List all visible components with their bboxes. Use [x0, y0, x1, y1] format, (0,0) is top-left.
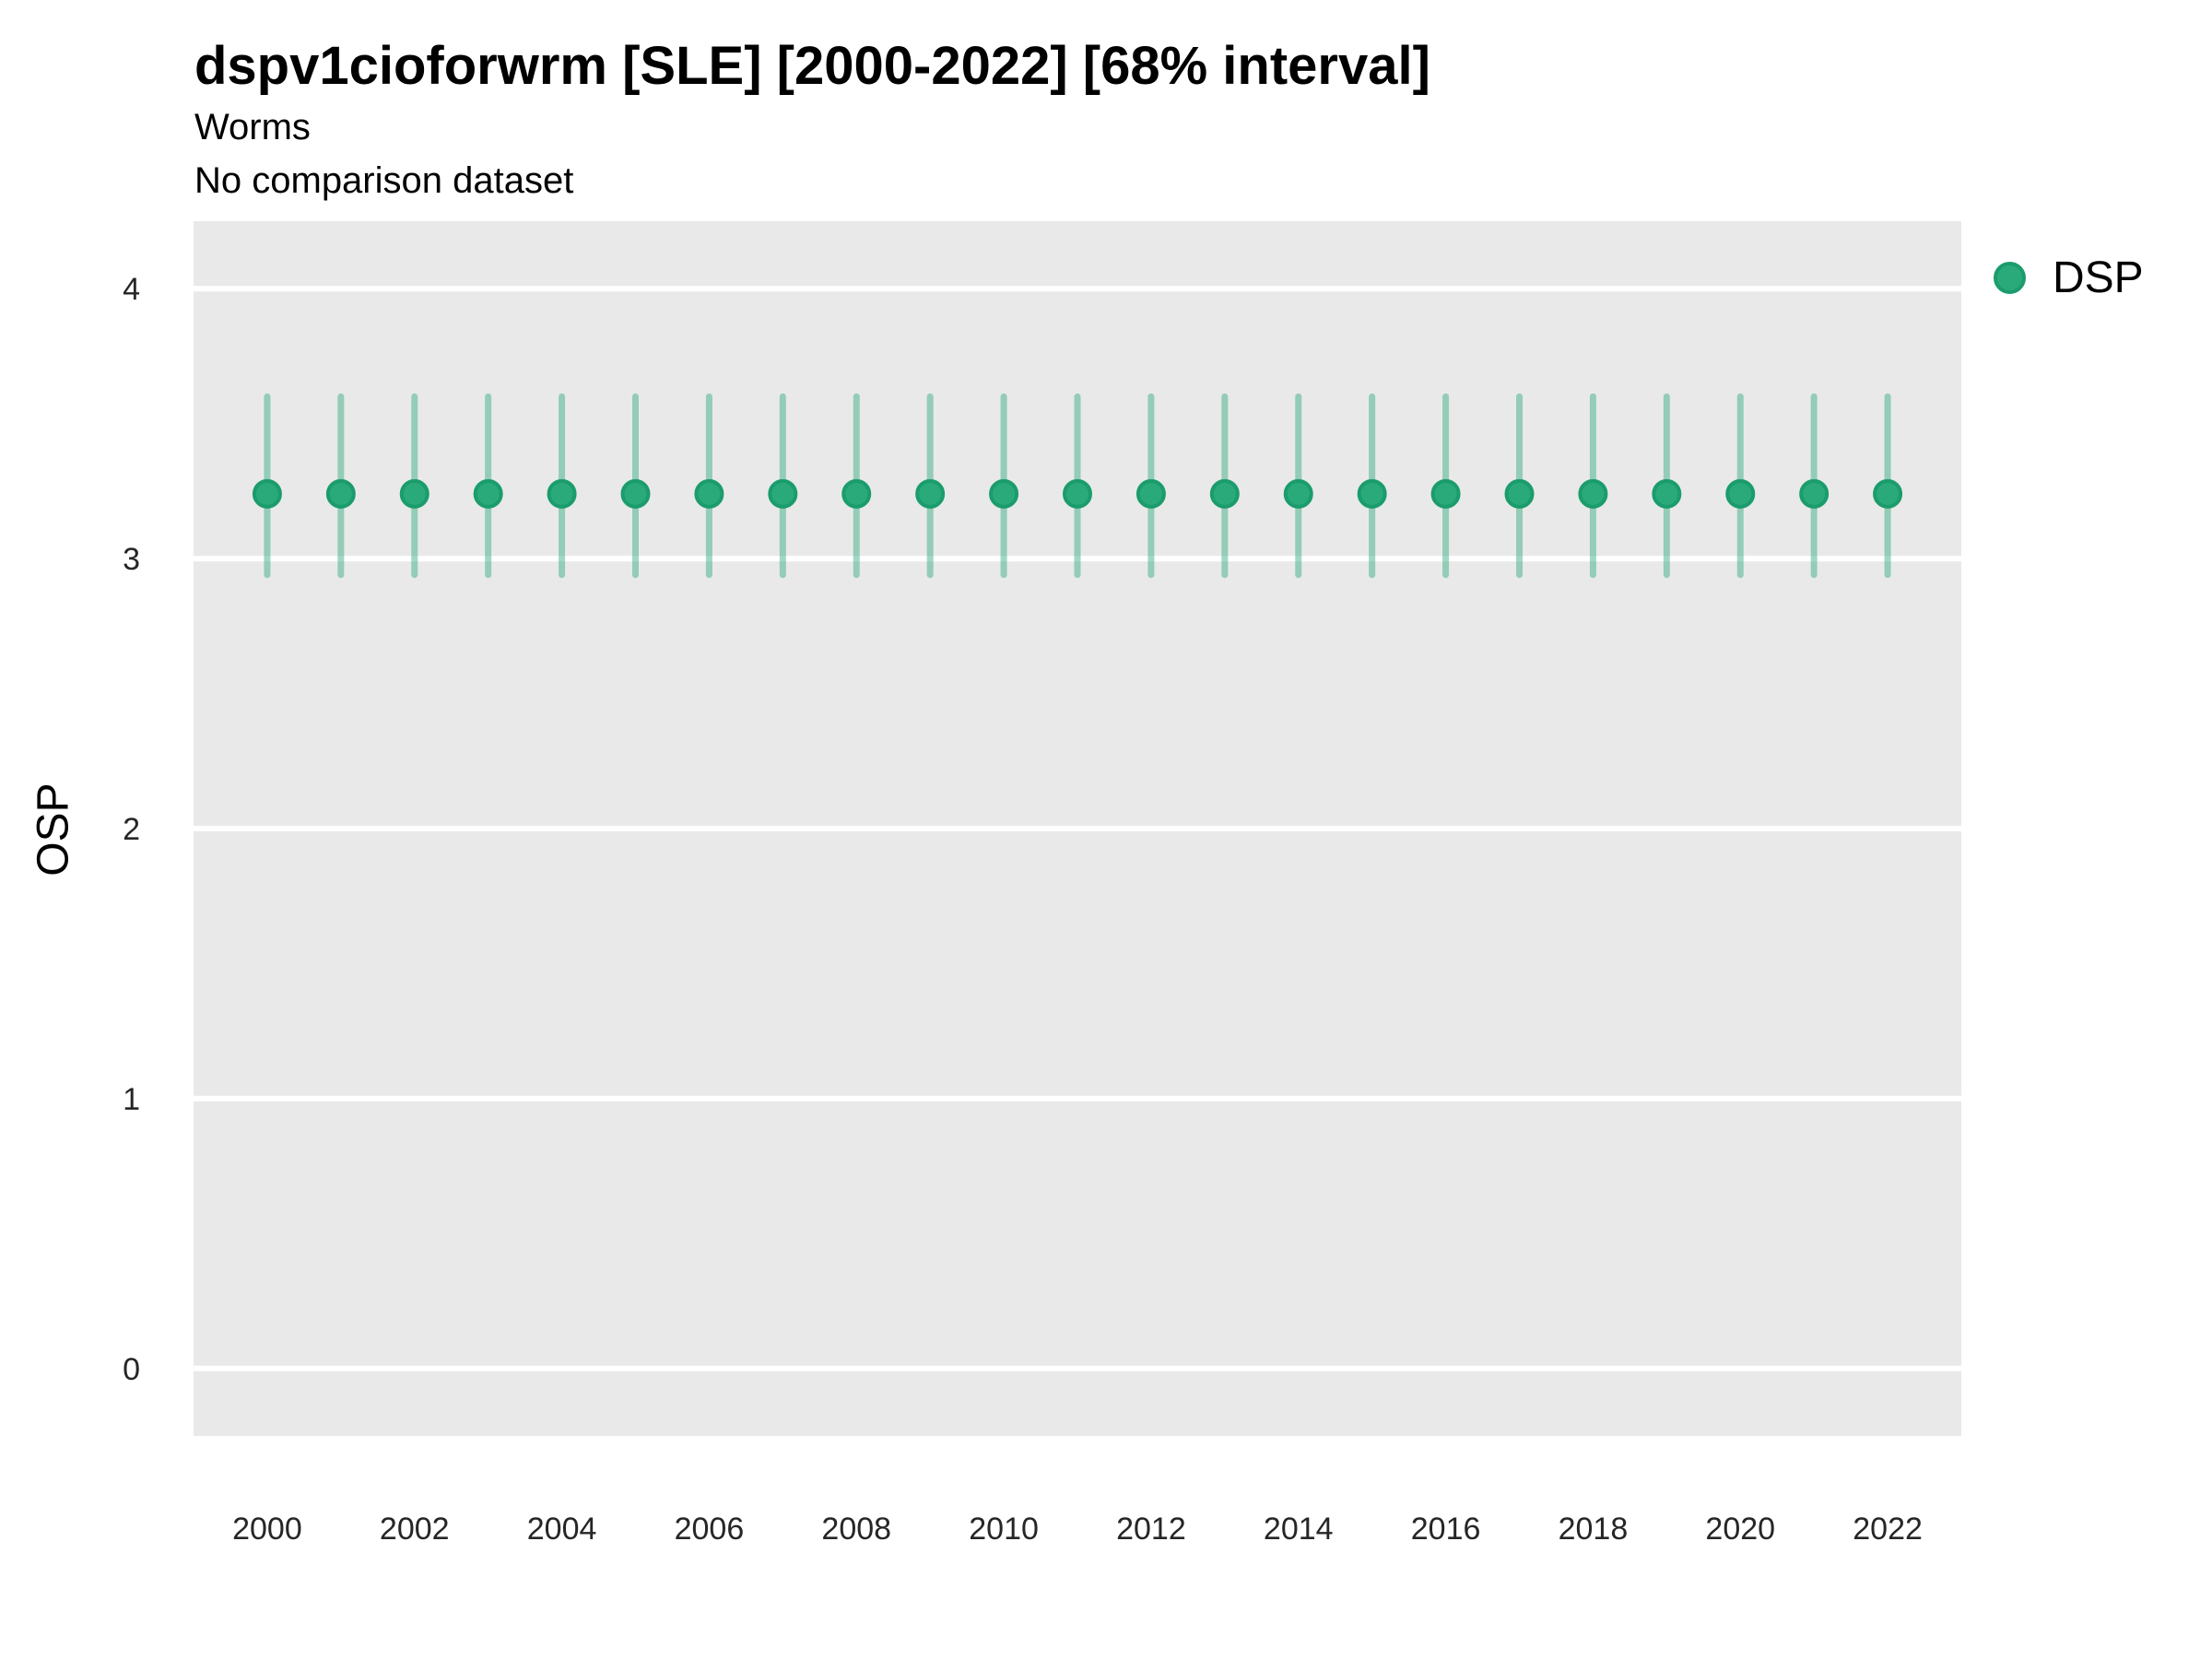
y-tick-label: 1 — [123, 1082, 140, 1117]
data-point-2017 — [1504, 478, 1535, 509]
data-point-2008 — [841, 478, 872, 509]
data-point-2020 — [1725, 478, 1756, 509]
x-tick-label: 2012 — [1116, 1512, 1186, 1547]
x-tick-label: 2020 — [1705, 1512, 1775, 1547]
data-point-2007 — [768, 478, 798, 509]
data-point-2015 — [1357, 478, 1387, 509]
data-point-2006 — [694, 478, 724, 509]
y-tick-label: 2 — [123, 812, 140, 847]
legend-item-label: DSP — [2053, 253, 2144, 302]
data-point-2001 — [325, 478, 356, 509]
legend: DSP — [1994, 251, 2144, 304]
data-point-2021 — [1799, 478, 1830, 509]
x-tick-label: 2008 — [821, 1512, 891, 1547]
x-tick-label: 2006 — [675, 1512, 745, 1547]
data-point-2004 — [547, 478, 577, 509]
data-point-2018 — [1578, 478, 1608, 509]
data-point-2002 — [399, 478, 429, 509]
data-point-2012 — [1135, 478, 1166, 509]
x-tick-label: 2018 — [1559, 1512, 1629, 1547]
x-tick-label: 2000 — [232, 1512, 302, 1547]
legend-marker-circle-icon — [1994, 261, 2026, 294]
data-point-2013 — [1209, 478, 1240, 509]
data-point-2014 — [1283, 478, 1313, 509]
data-point-2000 — [252, 478, 282, 509]
y-tick-label: 4 — [123, 272, 140, 307]
chart-title: dspv1cioforwrm [SLE] [2000-2022] [68% in… — [194, 36, 1430, 96]
x-tick-label: 2010 — [969, 1512, 1039, 1547]
data-point-2003 — [473, 478, 503, 509]
data-point-2016 — [1430, 478, 1461, 509]
x-tick-label: 2016 — [1411, 1512, 1481, 1547]
chart-subtitle: Worms — [194, 107, 311, 147]
x-tick-label: 2004 — [527, 1512, 597, 1547]
data-point-2005 — [620, 478, 651, 509]
x-tick-label: 2014 — [1264, 1512, 1334, 1547]
data-point-2010 — [989, 478, 1019, 509]
data-point-2019 — [1652, 478, 1682, 509]
data-point-2011 — [1063, 478, 1092, 509]
chart-note: No comparison dataset — [194, 160, 574, 201]
x-tick-label: 2002 — [380, 1512, 450, 1547]
x-tick-label: 2022 — [1853, 1512, 1923, 1547]
data-point-2022 — [1873, 478, 1903, 509]
y-tick-label: 3 — [123, 542, 140, 577]
data-point-2009 — [915, 478, 946, 509]
y-tick-label: 0 — [123, 1352, 140, 1387]
